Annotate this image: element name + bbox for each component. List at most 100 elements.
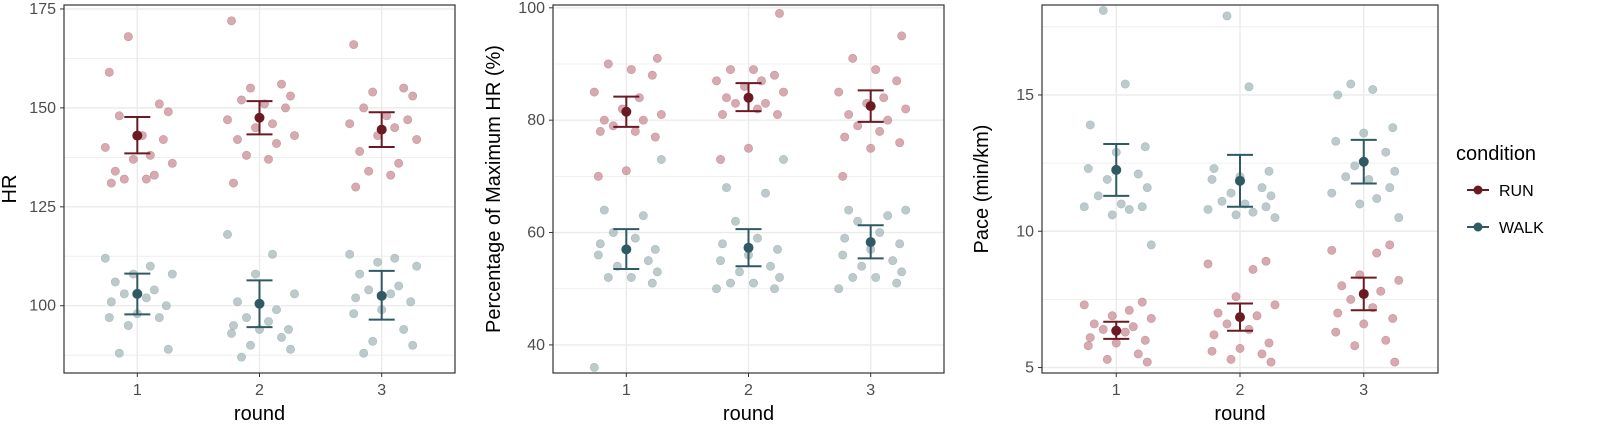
data-point-run [106, 178, 116, 188]
data-point-walk [1341, 172, 1351, 182]
data-point-run [1394, 275, 1404, 285]
data-point-walk [386, 289, 396, 299]
mean-point-walk [1111, 164, 1122, 175]
data-point-run [359, 103, 369, 113]
data-point-walk [408, 340, 418, 350]
legend-label-walk: WALK [1499, 220, 1544, 237]
data-point-run [1261, 256, 1271, 266]
data-point-walk [355, 269, 365, 279]
data-point-run [1085, 333, 1095, 343]
data-point-run [1209, 330, 1219, 340]
data-point-run [154, 99, 164, 109]
data-point-walk [1264, 166, 1274, 176]
data-point-run [1146, 313, 1156, 323]
data-point-run [289, 131, 299, 141]
data-point-run [1140, 335, 1150, 345]
mean-point-walk [743, 242, 754, 253]
data-point-run [875, 126, 885, 136]
x-axis-title: round [723, 403, 774, 425]
data-point-walk [844, 205, 854, 215]
data-point-run [1133, 349, 1143, 359]
data-point-walk [643, 256, 653, 266]
data-point-run [834, 87, 844, 97]
y-tick-label: 100 [518, 0, 545, 17]
mean-point-run [1358, 288, 1369, 299]
data-point-walk [603, 272, 613, 282]
data-point-run [1359, 319, 1369, 329]
data-point-run [1270, 300, 1280, 310]
data-point-run [368, 87, 378, 97]
data-point-run [725, 65, 735, 75]
data-point-run [760, 98, 770, 108]
data-point-run [630, 126, 640, 136]
data-point-walk [848, 272, 858, 282]
y-tick-label: 15 [1016, 87, 1034, 104]
data-point-walk [1266, 191, 1276, 201]
data-point-walk [1093, 191, 1103, 201]
data-point-walk [110, 277, 120, 287]
mean-point-run [1235, 312, 1245, 323]
data-point-run [595, 126, 605, 136]
data-point-run [1098, 324, 1108, 334]
data-point-walk [251, 269, 261, 279]
data-point-run [285, 91, 295, 101]
data-point-walk [769, 284, 779, 294]
legend-item-walk: WALK [1467, 220, 1544, 237]
data-point-run [838, 171, 848, 181]
data-point-run [717, 110, 727, 120]
data-point-run [276, 79, 286, 89]
data-point-walk [1244, 82, 1254, 92]
data-point-walk [1133, 169, 1143, 179]
data-point-run [1248, 264, 1258, 274]
data-point-run [895, 138, 905, 148]
data-point-walk [412, 261, 422, 271]
mean-point-run [132, 130, 143, 141]
data-point-run [227, 16, 237, 26]
x-tick-label: 3 [377, 382, 386, 399]
data-point-run [1257, 349, 1267, 359]
x-tick-label: 1 [133, 382, 142, 399]
data-point-run [104, 67, 114, 77]
data-point-run [1385, 240, 1395, 250]
data-point-walk [364, 285, 374, 295]
data-point-walk [283, 324, 293, 334]
data-point-run [386, 170, 396, 180]
y-tick-label: 60 [527, 225, 545, 242]
mean-point-run [865, 101, 876, 112]
data-point-walk [838, 250, 848, 260]
y-tick-label: 175 [29, 1, 56, 18]
mean-point-walk [621, 244, 632, 255]
x-tick-label: 1 [622, 382, 631, 399]
data-point-walk [1120, 79, 1130, 89]
data-point-walk [1207, 174, 1217, 184]
data-point-run [711, 76, 721, 86]
data-point-run [593, 171, 603, 181]
data-point-walk [1107, 210, 1117, 220]
data-point-walk [242, 313, 252, 323]
data-point-run [1102, 354, 1112, 364]
data-point-run [769, 70, 779, 80]
data-point-walk [721, 183, 731, 193]
legend: condition RUN WALK [1456, 143, 1544, 237]
data-point-run [149, 170, 159, 180]
data-point-walk [652, 267, 662, 277]
data-point-run [1346, 294, 1356, 304]
data-point-walk [883, 211, 893, 221]
data-point-walk [1359, 128, 1369, 138]
data-point-run [1381, 335, 1391, 345]
data-point-run [721, 93, 731, 103]
data-point-run [114, 111, 124, 121]
data-point-walk [734, 267, 744, 277]
mean-point-run [254, 112, 265, 123]
x-tick-label: 1 [1112, 382, 1121, 399]
data-point-run [647, 70, 657, 80]
data-point-walk [114, 348, 124, 358]
data-point-walk [345, 249, 355, 259]
data-point-run [1372, 248, 1382, 258]
data-point-walk [123, 321, 133, 331]
data-point-walk [599, 205, 609, 215]
data-point-walk [1261, 202, 1271, 212]
legend-item-run: RUN [1467, 183, 1534, 200]
data-point-walk [752, 233, 762, 243]
legend-key-run [1473, 185, 1483, 195]
